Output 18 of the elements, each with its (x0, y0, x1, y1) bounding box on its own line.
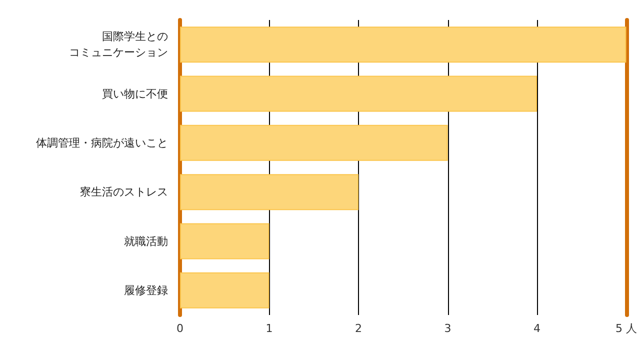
x-tick-label: 4 (534, 322, 540, 335)
x-tick-label: 0 (176, 322, 184, 335)
bar (180, 174, 358, 210)
y-tick-label: 買い物に不便 (102, 87, 168, 100)
x-tick-label: 1 (266, 322, 273, 335)
y-tick-label: 体調管理・病院が遠いこと (36, 136, 168, 150)
y-tick-label: 寮生活のストレス (80, 186, 168, 199)
y-tick-label: 国際学生とのコミュニケーション (69, 30, 168, 60)
bar (180, 272, 270, 308)
y-tick-label: 履修登録 (124, 284, 168, 297)
bar (180, 124, 448, 161)
x-tick-label: 2 (355, 322, 362, 335)
x-tick-label: 3 (444, 322, 452, 335)
x-tick-label: 5 人 (616, 322, 637, 335)
y-tick-label: 就職活動 (124, 234, 168, 248)
bar (180, 76, 537, 112)
bar (180, 26, 626, 63)
bar (180, 223, 270, 260)
